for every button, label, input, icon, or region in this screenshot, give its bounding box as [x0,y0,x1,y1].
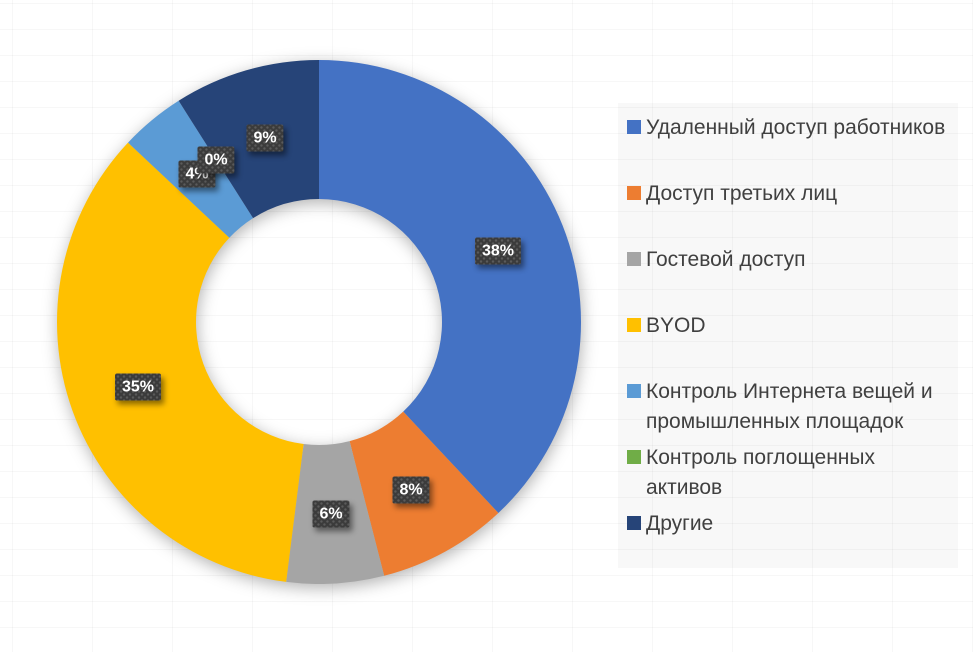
legend-swatch-0 [627,120,641,134]
data-label-chip-0: 38% [475,238,521,265]
slice-1 [349,411,499,576]
data-label-chip-5: 0% [197,147,234,174]
legend-swatch-3 [627,318,641,332]
data-label-chip-1: 8% [392,477,429,504]
legend-label-6: Другие [646,512,714,535]
legend-label-0: Удаленный доступ работников [646,116,946,139]
legend-swatch-4 [627,384,641,398]
legend-item-4: Контроль Интернета вещей и промышленных … [627,377,959,437]
data-label-chip-6: 9% [246,125,283,152]
legend-item-1: Доступ третьих лиц [627,179,959,209]
legend-item-2: Гостевой доступ [627,245,959,275]
legend-label-3: BYOD [646,314,706,337]
data-label-chip-4: 4% [178,161,215,188]
legend-swatch-6 [627,516,641,530]
data-label-chip-3: 35% [115,374,161,401]
legend-background [618,103,958,568]
legend-label-5: Контроль поглощенных активов [646,446,875,499]
legend-item-0: Удаленный доступ работников [627,113,959,143]
legend-label-1: Доступ третьих лиц [646,182,838,205]
legend-label-4: Контроль Интернета вещей и промышленных … [646,380,933,433]
legend-item-5: Контроль поглощенных активов [627,443,959,503]
slice-6 [178,60,319,219]
legend-swatch-5 [627,450,641,464]
slice-3 [57,142,304,582]
legend-swatch-1 [627,186,641,200]
legend-label-2: Гостевой доступ [646,248,806,271]
legend-item-3: BYOD [627,311,959,341]
data-label-chip-2: 6% [312,501,349,528]
legend-swatch-2 [627,252,641,266]
slice-0 [319,60,581,513]
legend-item-6: Другие [627,509,959,539]
